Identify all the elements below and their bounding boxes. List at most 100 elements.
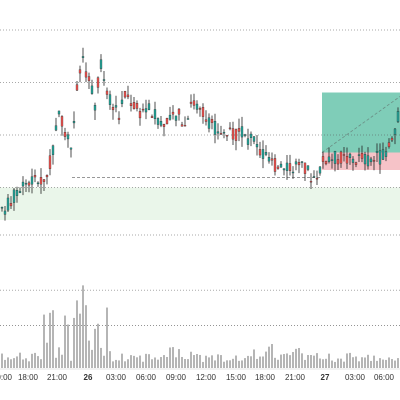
- candle-body[interactable]: [141, 108, 145, 111]
- candle-body[interactable]: [108, 94, 112, 105]
- candle-body[interactable]: [0, 207, 4, 209]
- candle-body[interactable]: [360, 153, 364, 159]
- time-axis[interactable]: 00:00 18:00 21:00 26 03:00 06:00 09:00 12:00 15:…: [0, 368, 400, 382]
- candle-body[interactable]: [81, 56, 85, 58]
- candle-body[interactable]: [309, 181, 313, 183]
- candle-body[interactable]: [363, 154, 367, 165]
- candle-body[interactable]: [78, 69, 82, 74]
- candle-body[interactable]: [312, 176, 316, 178]
- candle-body[interactable]: [39, 177, 43, 185]
- candle-body[interactable]: [291, 171, 295, 174]
- candle-body[interactable]: [66, 134, 70, 140]
- candle-body[interactable]: [201, 107, 205, 117]
- candle-body[interactable]: [162, 124, 166, 127]
- candle-body[interactable]: [339, 151, 343, 164]
- candle-body[interactable]: [186, 118, 190, 120]
- candle-body[interactable]: [129, 103, 133, 107]
- candle-body[interactable]: [165, 118, 169, 125]
- candle-body[interactable]: [144, 108, 148, 113]
- candle-body[interactable]: [132, 102, 136, 109]
- candle-body[interactable]: [192, 100, 196, 106]
- candle-body[interactable]: [135, 103, 139, 109]
- candle-body[interactable]: [315, 178, 319, 180]
- candles[interactable]: [0, 47, 400, 221]
- candle-body[interactable]: [6, 197, 10, 211]
- candle-body[interactable]: [351, 158, 355, 163]
- candle-body[interactable]: [117, 117, 121, 120]
- candle-body[interactable]: [15, 190, 19, 196]
- candle-body[interactable]: [252, 136, 256, 142]
- candle-body[interactable]: [138, 111, 142, 119]
- candle-body[interactable]: [180, 124, 184, 127]
- candle-body[interactable]: [369, 158, 373, 163]
- candle-body[interactable]: [342, 154, 346, 156]
- candle-body[interactable]: [105, 90, 109, 95]
- candle-body[interactable]: [18, 191, 22, 193]
- candle-body[interactable]: [150, 116, 154, 119]
- candle-body[interactable]: [12, 189, 16, 203]
- candle-body[interactable]: [318, 166, 322, 174]
- candle-body[interactable]: [378, 150, 382, 165]
- candle-body[interactable]: [396, 111, 400, 122]
- candle-body[interactable]: [228, 127, 232, 130]
- candle-body[interactable]: [243, 134, 247, 136]
- candle-body[interactable]: [279, 163, 283, 168]
- candle-body[interactable]: [69, 147, 73, 150]
- candle-body[interactable]: [153, 109, 157, 120]
- candle-body[interactable]: [234, 129, 238, 141]
- candle-body[interactable]: [63, 132, 67, 137]
- candle-body[interactable]: [345, 156, 349, 164]
- candle-body[interactable]: [174, 115, 178, 121]
- candle-body[interactable]: [333, 151, 337, 164]
- candle-body[interactable]: [42, 179, 46, 182]
- candle-body[interactable]: [270, 158, 274, 161]
- candle-body[interactable]: [171, 111, 175, 115]
- take-profit-zone[interactable]: [322, 92, 400, 153]
- candle-body[interactable]: [93, 105, 97, 111]
- candle-body[interactable]: [393, 128, 397, 135]
- candle-body[interactable]: [231, 128, 235, 140]
- candle-body[interactable]: [84, 71, 88, 78]
- candle-body[interactable]: [90, 85, 94, 94]
- candle-body[interactable]: [75, 84, 79, 91]
- candle-body[interactable]: [324, 161, 328, 165]
- candle-body[interactable]: [207, 117, 211, 129]
- candle-body[interactable]: [147, 103, 151, 110]
- candle-body[interactable]: [177, 108, 181, 115]
- candle-body[interactable]: [33, 175, 37, 178]
- candle-body[interactable]: [60, 116, 64, 127]
- candle-body[interactable]: [366, 155, 370, 167]
- candle-body[interactable]: [45, 175, 49, 178]
- candle-body[interactable]: [354, 162, 358, 165]
- candle-body[interactable]: [57, 110, 61, 115]
- candle-body[interactable]: [87, 76, 91, 81]
- candle-body[interactable]: [189, 101, 193, 104]
- candle-body[interactable]: [48, 155, 52, 169]
- candle-body[interactable]: [225, 135, 229, 137]
- candle-body[interactable]: [123, 91, 127, 98]
- candle-body[interactable]: [168, 114, 172, 120]
- candle-body[interactable]: [219, 133, 223, 135]
- candle-body[interactable]: [156, 118, 160, 125]
- candle-body[interactable]: [327, 156, 331, 162]
- candle-body[interactable]: [384, 151, 388, 157]
- candle-body[interactable]: [159, 121, 163, 126]
- candle-body[interactable]: [330, 159, 334, 161]
- candle-body[interactable]: [72, 121, 76, 124]
- candle-body[interactable]: [249, 133, 253, 138]
- candle-body[interactable]: [282, 168, 286, 171]
- candle-body[interactable]: [198, 108, 202, 110]
- candle-body[interactable]: [222, 132, 226, 134]
- candle-body[interactable]: [273, 158, 277, 172]
- candle-body[interactable]: [51, 145, 55, 155]
- candle-body[interactable]: [27, 182, 31, 186]
- candle-body[interactable]: [246, 138, 250, 145]
- candle-body[interactable]: [276, 166, 280, 169]
- candle-body[interactable]: [264, 152, 268, 155]
- candle-body[interactable]: [3, 210, 7, 215]
- candle-body[interactable]: [30, 176, 34, 185]
- candle-body[interactable]: [297, 162, 301, 166]
- candle-body[interactable]: [213, 121, 217, 135]
